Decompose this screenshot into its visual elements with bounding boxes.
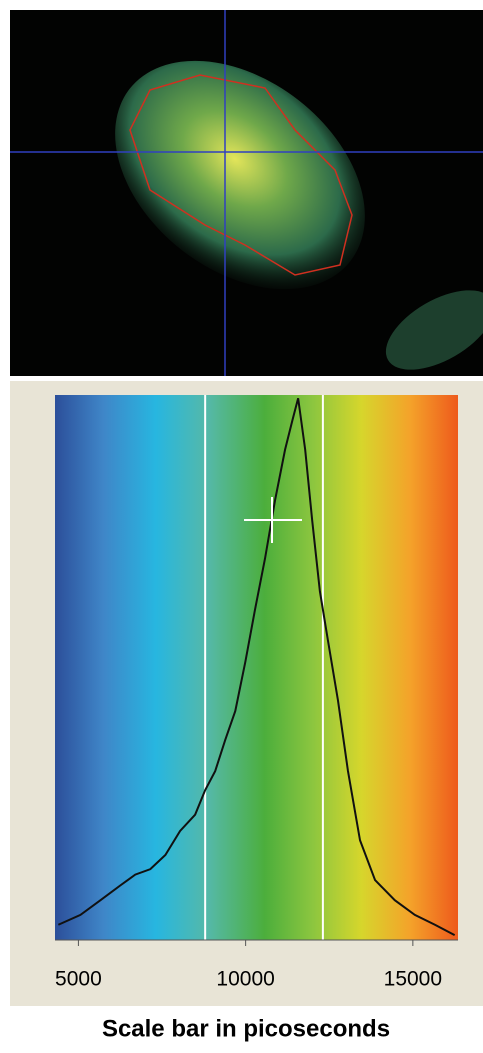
figure: 5000 10000 15000 Scale bar in picoseconds [0, 0, 483, 1053]
x-tick-label: 15000 [384, 968, 442, 991]
microscopy-image [10, 10, 483, 386]
page: 50001000015000 Scale bar in picoseconds … [0, 0, 483, 1053]
x-tick-label: 5000 [55, 968, 102, 991]
caption: Scale bar in picoseconds [102, 1015, 390, 1042]
x-tick-label: 10000 [216, 968, 274, 991]
plot-area [55, 395, 458, 940]
